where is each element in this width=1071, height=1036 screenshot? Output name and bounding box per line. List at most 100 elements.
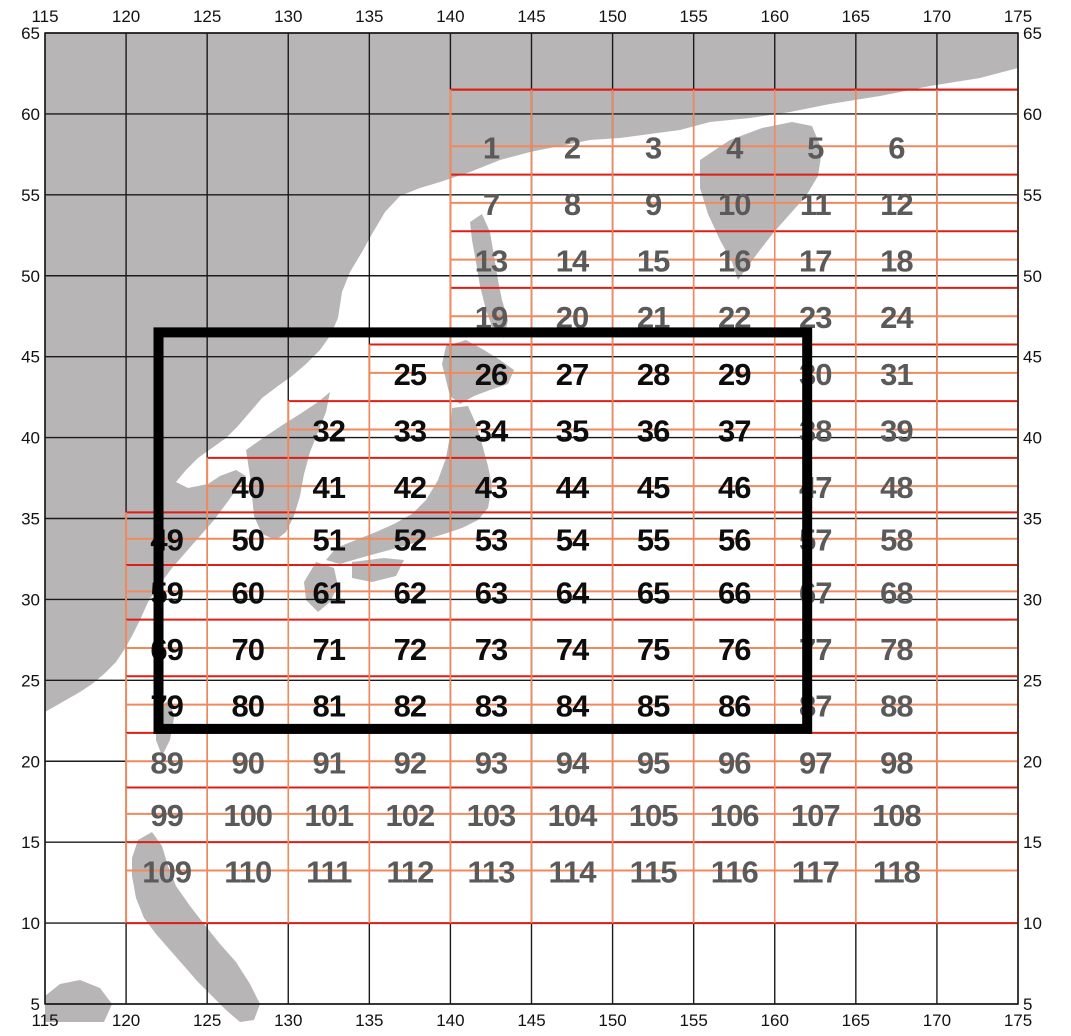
grid-cell-number: 11 xyxy=(800,187,832,222)
y-tick-label-left: 50 xyxy=(21,267,40,286)
y-tick-label-right: 50 xyxy=(1023,267,1042,286)
y-tick-label-left: 5 xyxy=(31,995,40,1014)
grid-cell-number: 35 xyxy=(556,413,589,448)
y-tick-label-right: 35 xyxy=(1023,510,1042,529)
y-tick-label-right: 40 xyxy=(1023,429,1042,448)
map-frame xyxy=(44,32,1019,1005)
grid-cell-number: 92 xyxy=(394,745,426,780)
grid-cell-number: 18 xyxy=(880,244,913,279)
grid-cell-lines xyxy=(125,88,1019,925)
grid-cell-number: 83 xyxy=(475,689,508,724)
borneo-edge xyxy=(45,980,112,1022)
grid-cell-number: 51 xyxy=(313,523,346,558)
grid-cell-number: 89 xyxy=(150,745,183,780)
y-tick-label-left: 65 xyxy=(21,24,40,43)
grid-cell-number: 64 xyxy=(556,575,590,610)
grid-cell-number: 45 xyxy=(637,470,670,505)
grid-cell-number: 75 xyxy=(637,632,670,667)
grid-cell-number: 80 xyxy=(231,689,263,724)
grid-cell-number: 107 xyxy=(791,798,840,833)
grid-cell-number: 61 xyxy=(313,575,346,610)
grid-cell-number: 84 xyxy=(556,689,590,724)
x-tick-label-bottom: 175 xyxy=(1004,1011,1032,1030)
grid-cell-number: 111 xyxy=(306,854,352,889)
grid-cell-number: 65 xyxy=(637,575,670,610)
x-tick-label-bottom: 155 xyxy=(679,1011,707,1030)
grid-cell-number: 14 xyxy=(556,244,590,279)
grid-cell-number: 56 xyxy=(718,523,751,558)
y-tick-label-right: 30 xyxy=(1023,590,1042,609)
y-tick-label-right: 5 xyxy=(1023,995,1032,1014)
y-tick-label-left: 55 xyxy=(21,186,40,205)
grid-cell-number: 100 xyxy=(223,798,272,833)
x-tick-label-bottom: 120 xyxy=(112,1011,140,1030)
grid-cell-number: 40 xyxy=(231,470,263,505)
x-tick-label-top: 160 xyxy=(761,7,789,26)
grid-cell-number: 29 xyxy=(718,357,751,392)
x-tick-label-bottom: 135 xyxy=(355,1011,383,1030)
grid-cell-number: 70 xyxy=(231,632,263,667)
x-tick-label-bottom: 170 xyxy=(923,1011,951,1030)
grid-cell-number: 2 xyxy=(564,130,580,165)
x-tick-label-bottom: 115 xyxy=(31,1011,58,1030)
grid-cell-number: 17 xyxy=(799,244,831,279)
x-tick-label-bottom: 130 xyxy=(274,1011,302,1030)
grid-cell-number: 3 xyxy=(645,130,662,165)
grid-cell-number: 24 xyxy=(880,300,914,335)
grid-cell-number: 6 xyxy=(888,130,905,165)
grid-cell-number: 95 xyxy=(637,745,670,780)
grid-cell-number: 98 xyxy=(880,745,913,780)
grid-cell-number: 37 xyxy=(718,413,750,448)
grid-cell-number: 115 xyxy=(630,854,678,889)
x-tick-label-top: 115 xyxy=(31,7,58,26)
kamchatka-peninsula xyxy=(700,122,822,280)
y-tick-label-left: 10 xyxy=(21,914,40,933)
grid-cell-number: 9 xyxy=(645,187,662,222)
grid-cell-number: 118 xyxy=(873,854,921,889)
grid-cell-number: 53 xyxy=(475,523,508,558)
grid-cell-number: 1 xyxy=(483,130,500,165)
grid-cell-number: 36 xyxy=(637,413,670,448)
grid-cell-number: 44 xyxy=(556,470,590,505)
grid-cell-number: 5 xyxy=(807,130,824,165)
grid-cell-number: 27 xyxy=(556,357,588,392)
grid-cell-number: 74 xyxy=(556,632,590,667)
y-tick-label-left: 25 xyxy=(21,671,40,690)
grid-cell-number: 117 xyxy=(792,854,839,889)
y-tick-label-left: 30 xyxy=(21,590,40,609)
grid-cell-number: 102 xyxy=(386,798,435,833)
grid-cell-number: 32 xyxy=(313,413,345,448)
grid-cell-number: 103 xyxy=(467,798,516,833)
grid-cell-number: 66 xyxy=(718,575,751,610)
grid-cell-number: 106 xyxy=(710,798,759,833)
grid-cell-number: 105 xyxy=(629,798,678,833)
highlight-region-box xyxy=(153,327,813,734)
grid-cell-number: 91 xyxy=(313,745,346,780)
x-tick-label-top: 140 xyxy=(436,7,464,26)
x-tick-label-top: 125 xyxy=(193,7,221,26)
grid-cell-number: 58 xyxy=(880,523,913,558)
grid-cell-number: 16 xyxy=(718,244,751,279)
x-tick-label-top: 165 xyxy=(842,7,870,26)
grid-cell-number: 114 xyxy=(549,854,598,889)
grid-cell-number: 68 xyxy=(880,575,913,610)
x-tick-label-top: 135 xyxy=(355,7,383,26)
x-tick-label-bottom: 125 xyxy=(193,1011,221,1030)
philippine-islands xyxy=(132,832,260,1022)
grid-cell-number: 93 xyxy=(475,745,508,780)
grid-cell-number: 62 xyxy=(394,575,426,610)
grid-cell-number: 46 xyxy=(718,470,751,505)
grid-cell-number: 31 xyxy=(880,357,913,392)
y-tick-label-right: 55 xyxy=(1023,186,1042,205)
grid-cell-number: 52 xyxy=(394,523,426,558)
grid-cell-number: 97 xyxy=(799,745,831,780)
x-tick-label-top: 120 xyxy=(112,7,140,26)
grid-cell-number: 50 xyxy=(231,523,263,558)
x-tick-label-top: 155 xyxy=(679,7,707,26)
grid-cell-number: 55 xyxy=(637,523,670,558)
y-tick-label-right: 25 xyxy=(1023,671,1042,690)
grid-cell-number: 34 xyxy=(475,413,509,448)
grid-cell-number: 42 xyxy=(394,470,426,505)
grid-cell-number: 76 xyxy=(718,632,751,667)
x-tick-label-bottom: 145 xyxy=(517,1011,545,1030)
